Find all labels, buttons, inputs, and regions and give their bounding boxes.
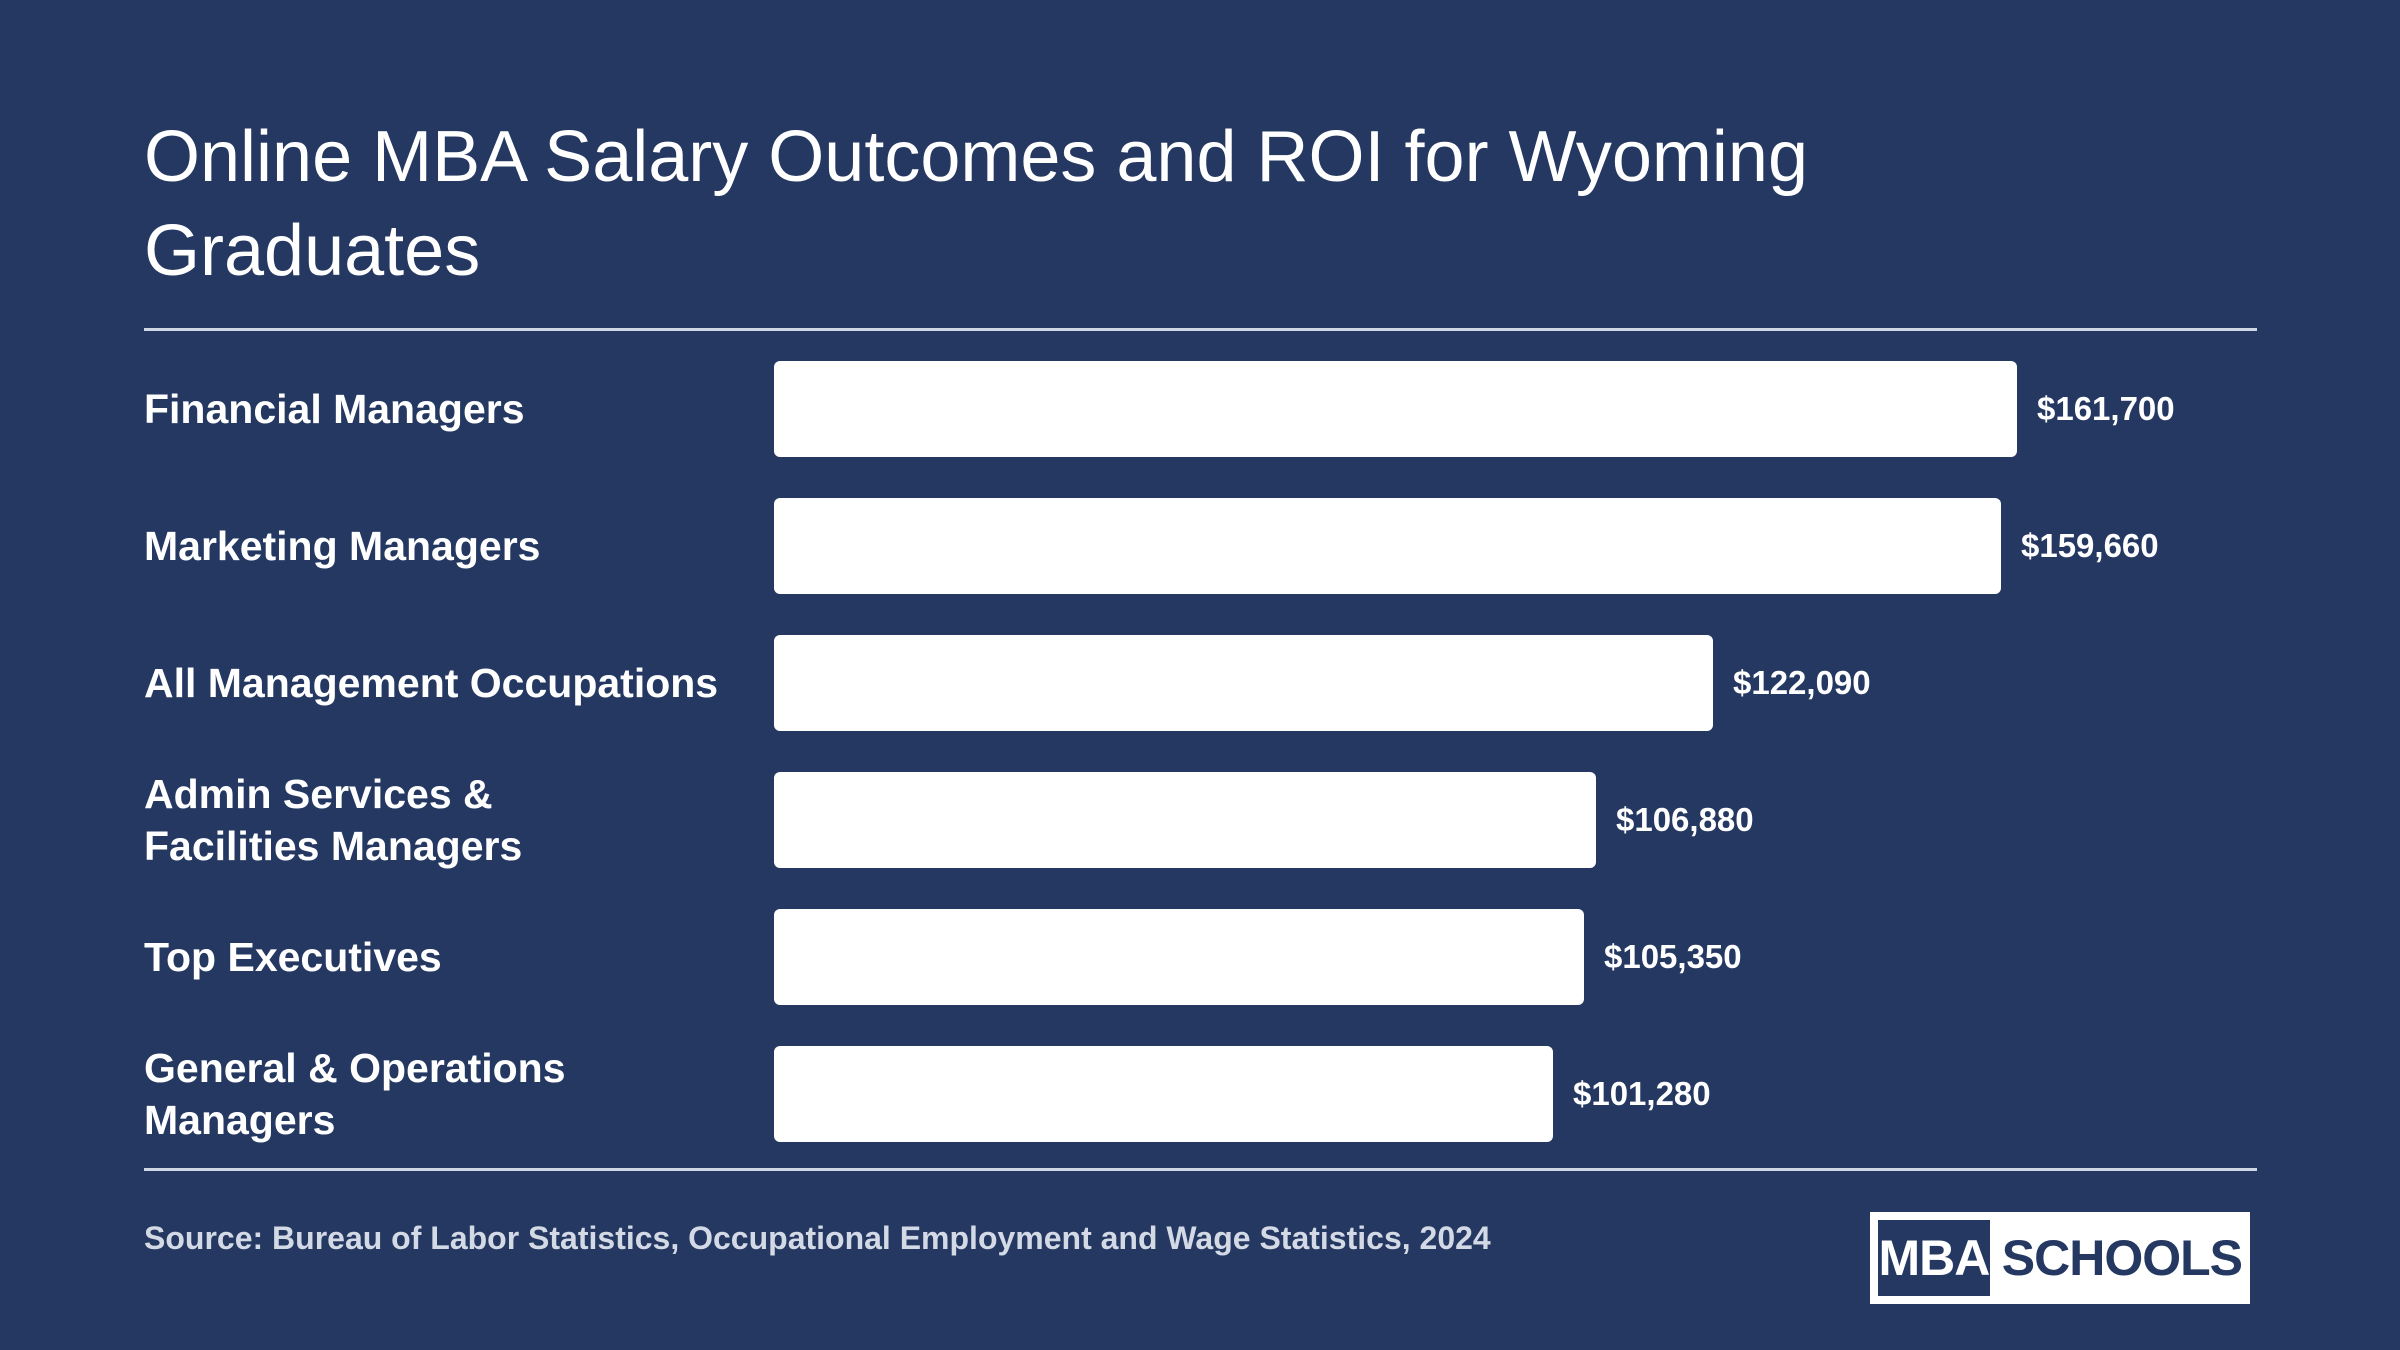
- bar: [774, 1046, 1553, 1142]
- chart-title: Online MBA Salary Outcomes and ROI for W…: [144, 117, 1808, 291]
- bar: [774, 498, 2001, 594]
- category-label: Admin Services & Facilities Managers: [144, 771, 523, 869]
- value-label: $105,350: [1604, 938, 1742, 975]
- category-label: All Management Occupations: [144, 660, 719, 706]
- category-label: Top Executives: [144, 934, 442, 980]
- bar: [774, 772, 1596, 868]
- value-label: $101,280: [1573, 1075, 1711, 1112]
- bar: [774, 361, 2017, 457]
- bottom-divider: [144, 1168, 2257, 1171]
- value-label: $161,700: [2037, 390, 2175, 427]
- mba-schools-logo: MBA SCHOOLS: [1870, 1212, 2250, 1304]
- category-label: Marketing Managers: [144, 523, 541, 569]
- value-label: $159,660: [2021, 527, 2159, 564]
- bar: [774, 909, 1584, 1005]
- value-label: $122,090: [1733, 664, 1871, 701]
- category-label: Financial Managers: [144, 386, 525, 432]
- category-label: General & Operations Managers: [144, 1045, 566, 1143]
- value-label: $106,880: [1616, 801, 1754, 838]
- source-note: Source: Bureau of Labor Statistics, Occu…: [144, 1220, 1491, 1256]
- logo-mba-text: MBA: [1878, 1220, 1990, 1296]
- logo-schools-text: SCHOOLS: [2001, 1230, 2243, 1286]
- bar: [774, 635, 1713, 731]
- top-divider: [144, 328, 2257, 331]
